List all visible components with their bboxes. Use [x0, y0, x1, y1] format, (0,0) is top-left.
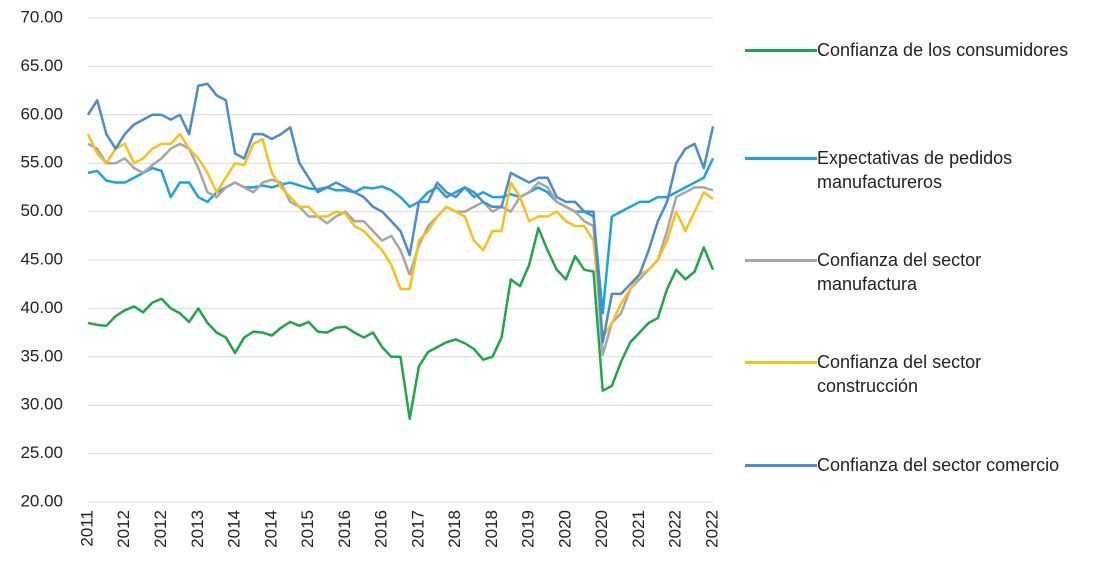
y-tick-label: 55.00 [20, 153, 63, 172]
legend-item: Confianza de los consumidores [745, 38, 1112, 62]
x-tick-label: 2020 [592, 510, 611, 548]
legend-swatch [745, 464, 817, 467]
x-tick-label: 2013 [188, 510, 207, 548]
legend-swatch [745, 361, 817, 364]
x-tick-label: 2021 [629, 510, 648, 548]
x-tick-label: 2014 [261, 510, 280, 548]
series-line [87, 226, 715, 420]
x-tick-label: 2020 [555, 510, 574, 548]
x-tick-label: 2014 [225, 510, 244, 548]
x-tick-label: 2019 [519, 510, 538, 548]
x-tick-label: 2012 [114, 510, 133, 548]
y-tick-label: 35.00 [20, 346, 63, 365]
y-tick-label: 40.00 [20, 298, 63, 317]
x-tick-label: 2016 [372, 510, 391, 548]
y-tick-label: 65.00 [20, 56, 63, 75]
legend-label: Confianza del sector comercio [817, 455, 1060, 475]
x-tick-label: 2017 [408, 510, 427, 548]
legend-label: Confianza del sector construcción [817, 352, 982, 396]
legend-swatch [745, 49, 817, 52]
y-tick-label: 45.00 [20, 249, 63, 268]
y-tick-label: 70.00 [20, 7, 63, 26]
series-line [87, 157, 715, 315]
legend-label: Expectativas de pedidos manufactureros [817, 148, 1013, 192]
legend-item: Expectativas de pedidos manufactureros [745, 146, 1027, 194]
y-tick-label: 60.00 [20, 104, 63, 123]
x-tick-label: 2022 [702, 510, 721, 548]
legend-label: Confianza de los consumidores [817, 40, 1069, 60]
legend-label: Confianza del sector manufactura [817, 250, 982, 294]
x-tick-label: 2011 [77, 510, 96, 547]
x-tick-label: 2012 [151, 510, 170, 548]
chart: 20.00 25.00 30.00 35.00 40.00 45.00 50.00 55.00… [20, 7, 721, 548]
x-tick-label: 2022 [666, 510, 685, 548]
series-line [86, 132, 714, 339]
legend-item: Confianza del sector comercio [745, 453, 1112, 477]
legend-item: Confianza del sector manufactura [745, 248, 1027, 296]
x-tick-label: 2018 [445, 510, 464, 548]
series-line [87, 142, 714, 357]
legend-swatch [745, 157, 817, 160]
y-tick-label: 50.00 [20, 201, 63, 220]
y-tick-label: 20.00 [20, 491, 63, 510]
x-tick-label: 2018 [482, 510, 501, 548]
x-tick-label: 2016 [335, 510, 354, 548]
x-tick-label: 2015 [298, 510, 317, 548]
legend-item: Confianza del sector construcción [745, 350, 1027, 398]
y-tick-label: 30.00 [20, 395, 63, 414]
legend: Confianza de los consumidores Expectativa… [745, 0, 1115, 569]
series-line [86, 82, 715, 344]
legend-swatch [745, 259, 817, 262]
y-tick-label: 25.00 [20, 443, 63, 462]
